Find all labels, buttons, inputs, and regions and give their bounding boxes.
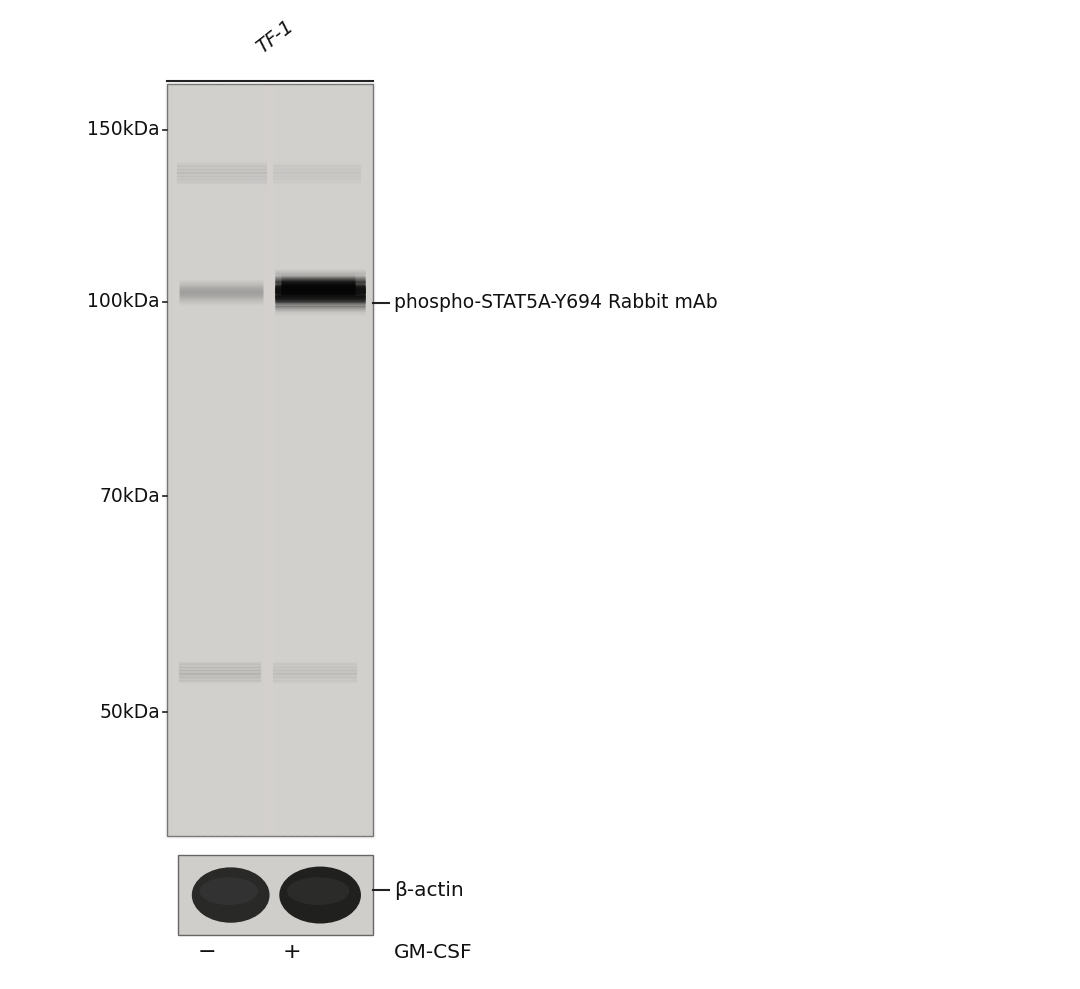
- Text: GM-CSF: GM-CSF: [394, 943, 473, 962]
- Text: +: +: [282, 943, 301, 962]
- Text: 70kDa: 70kDa: [99, 487, 160, 506]
- Ellipse shape: [287, 877, 349, 905]
- Text: TF-1: TF-1: [253, 17, 298, 57]
- Text: 150kDa: 150kDa: [87, 120, 160, 139]
- Bar: [178, 855, 373, 935]
- Text: 100kDa: 100kDa: [87, 292, 160, 312]
- Ellipse shape: [200, 877, 258, 905]
- Ellipse shape: [192, 867, 270, 923]
- Text: β-actin: β-actin: [394, 880, 464, 900]
- Text: 50kDa: 50kDa: [99, 702, 160, 722]
- Ellipse shape: [280, 866, 361, 924]
- Text: −: −: [198, 943, 217, 962]
- Text: phospho-STAT5A-Y694 Rabbit mAb: phospho-STAT5A-Y694 Rabbit mAb: [394, 293, 718, 313]
- Bar: [167, 84, 373, 836]
